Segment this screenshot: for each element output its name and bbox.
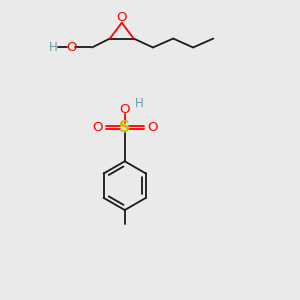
- Text: O: O: [147, 121, 158, 134]
- Text: O: O: [92, 121, 102, 134]
- Text: O: O: [66, 41, 76, 54]
- Text: H: H: [49, 41, 58, 54]
- Text: O: O: [116, 11, 127, 24]
- Text: S: S: [119, 120, 130, 135]
- Text: O: O: [119, 103, 130, 116]
- Text: H: H: [135, 98, 143, 110]
